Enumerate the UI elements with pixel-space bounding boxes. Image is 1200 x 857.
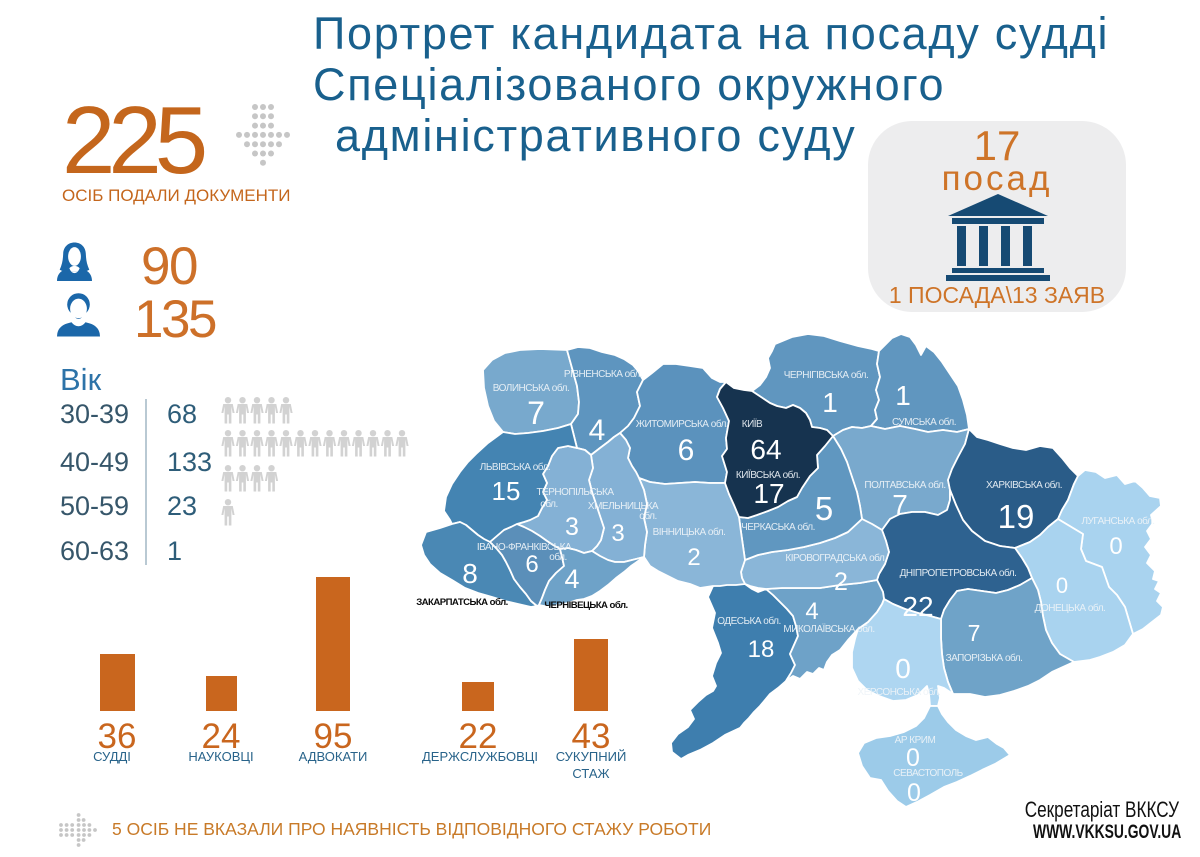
svg-text:МИКОЛАЇВСЬКА обл.: МИКОЛАЇВСЬКА обл. [783,623,874,635]
svg-text:ЗАПОРІЗЬКА обл.: ЗАПОРІЗЬКА обл. [946,652,1023,664]
svg-text:КИЇВ: КИЇВ [742,418,763,430]
svg-text:0: 0 [906,744,920,772]
svg-text:СУМСЬКА обл.: СУМСЬКА обл. [892,416,956,428]
svg-text:ХМЕЛЬНИЦЬКА: ХМЕЛЬНИЦЬКА [588,501,659,512]
svg-text:7: 7 [892,489,908,520]
svg-text:22: 22 [902,591,933,622]
svg-text:ЗАКАРПАТСЬКА обл.: ЗАКАРПАТСЬКА обл. [416,597,508,608]
svg-text:3: 3 [611,520,624,547]
svg-text:ЧЕРНІВЕЦЬКА обл.: ЧЕРНІВЕЦЬКА обл. [544,600,627,611]
svg-text:2: 2 [687,544,700,571]
svg-text:4: 4 [805,598,818,625]
svg-text:КІРОВОГРАДСЬКА обл.: КІРОВОГРАДСЬКА обл. [785,552,886,564]
svg-text:обл.: обл. [540,498,557,510]
svg-text:ІВАНО-ФРАНКІВСЬКА: ІВАНО-ФРАНКІВСЬКА [477,542,572,553]
svg-text:0: 0 [895,653,911,684]
svg-text:6: 6 [525,551,538,578]
svg-text:АР КРИМ: АР КРИМ [895,735,936,746]
svg-text:ДНІПРОПЕТРОВСЬКА обл.: ДНІПРОПЕТРОВСЬКА обл. [900,567,1017,579]
svg-text:ОДЕСЬКА обл.: ОДЕСЬКА обл. [717,615,781,627]
svg-text:17: 17 [753,478,784,509]
svg-text:ХАРКІВСЬКА обл.: ХАРКІВСЬКА обл. [986,479,1062,491]
svg-text:19: 19 [998,498,1035,535]
svg-text:64: 64 [750,434,781,465]
svg-text:0: 0 [1109,533,1122,560]
svg-text:8: 8 [462,558,478,589]
svg-text:ВІННИЦЬКА обл.: ВІННИЦЬКА обл. [653,526,726,538]
svg-text:ВОЛИНСЬКА обл.: ВОЛИНСЬКА обл. [493,382,570,394]
svg-text:4: 4 [589,414,606,447]
svg-text:3: 3 [565,513,579,541]
svg-text:0: 0 [907,779,921,807]
svg-text:18: 18 [748,636,775,663]
svg-text:4: 4 [564,564,579,594]
svg-text:ЧЕРКАСЬКА обл.: ЧЕРКАСЬКА обл. [741,521,815,533]
svg-text:обл.: обл. [549,551,566,563]
svg-text:6: 6 [678,434,695,467]
svg-text:5: 5 [815,490,833,527]
svg-text:1: 1 [895,380,911,411]
svg-text:0: 0 [1056,573,1068,598]
svg-text:СЕВАСТОПОЛЬ: СЕВАСТОПОЛЬ [893,768,963,779]
svg-text:ДОНЕЦЬКА обл.: ДОНЕЦЬКА обл. [1035,602,1106,614]
svg-text:2: 2 [834,568,848,596]
svg-text:1: 1 [822,387,838,418]
svg-text:ХЕРСОНСЬКА обл.: ХЕРСОНСЬКА обл. [858,686,941,698]
svg-text:ТЕРНОПІЛЬСЬКА: ТЕРНОПІЛЬСЬКА [536,487,614,498]
svg-text:ЛЬВІВСЬКА обл.: ЛЬВІВСЬКА обл. [480,461,550,473]
svg-text:7: 7 [527,395,545,431]
svg-text:ЧЕРНІГІВСЬКА обл.: ЧЕРНІГІВСЬКА обл. [784,369,869,381]
svg-text:РІВНЕНСЬКА обл.: РІВНЕНСЬКА обл. [564,368,642,380]
svg-text:обл.: обл. [639,510,656,522]
svg-text:ЛУГАНСЬКА обл.: ЛУГАНСЬКА обл. [1081,515,1154,527]
svg-text:15: 15 [492,476,521,506]
svg-text:ПОЛТАВСЬКА обл.: ПОЛТАВСЬКА обл. [864,479,945,491]
svg-text:7: 7 [968,620,981,646]
svg-text:ЖИТОМИРСЬКА обл.: ЖИТОМИРСЬКА обл. [636,418,728,430]
svg-text:КИЇВСЬКА обл.: КИЇВСЬКА обл. [736,469,800,481]
